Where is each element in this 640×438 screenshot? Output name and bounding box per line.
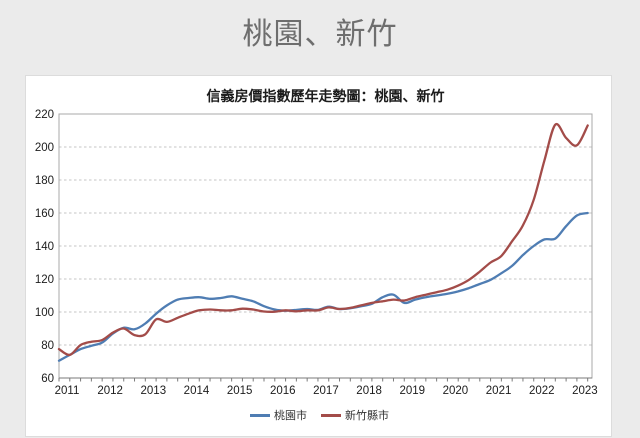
legend-item-taoyuan: 桃園市 <box>250 407 307 423</box>
y-axis-label: 60 <box>41 373 54 385</box>
hsinchu-series-line <box>57 122 589 357</box>
chart-card: 信義房價指數歷年走勢圖：桃園、新竹 60 80 100 120 140 160 180 200… <box>25 75 612 437</box>
taoyuan-line-swatch-icon <box>250 413 270 417</box>
hsinchu-line-swatch-icon <box>321 413 341 417</box>
legend-label-hsinchu: 新竹縣市 <box>345 410 389 422</box>
x-axis-label: 2021 <box>486 385 512 397</box>
x-axis-label: 2017 <box>313 385 339 397</box>
legend-item-hsinchu: 新竹縣市 <box>321 407 389 423</box>
legend-label-taoyuan: 桃園市 <box>274 410 307 422</box>
y-axis-label: 160 <box>35 208 54 220</box>
x-axis-label: 2016 <box>270 385 296 397</box>
y-axis-label: 100 <box>35 307 54 319</box>
x-axis-label: 2023 <box>572 385 598 397</box>
taoyuan-series-line <box>57 211 589 362</box>
y-axis-label: 220 <box>35 109 54 121</box>
y-axis-label: 80 <box>41 340 54 352</box>
x-axis-label: 2013 <box>141 385 167 397</box>
y-axis-label: 200 <box>35 142 54 154</box>
y-axis-label: 140 <box>35 241 54 253</box>
page-title: 桃園、新竹 <box>242 18 398 51</box>
chart-title: 信義房價指數歷年走勢圖：桃園、新竹 <box>206 90 445 105</box>
x-axis-label: 2020 <box>443 385 469 397</box>
x-axis-label: 2012 <box>97 385 123 397</box>
chart-canvas: 60 80 100 120 140 160 180 200 220 2011 2012 2013 201… <box>35 109 598 397</box>
x-axis-label: 2019 <box>399 385 425 397</box>
x-axis-label: 2018 <box>356 385 382 397</box>
x-axis-label: 2022 <box>529 385 555 397</box>
y-axis-label: 180 <box>35 175 54 187</box>
chart-legend: 桃園市 新竹縣市 <box>26 407 613 423</box>
x-axis-label: 2014 <box>184 385 210 397</box>
x-axis-label: 2011 <box>55 385 80 397</box>
y-axis-label: 120 <box>35 274 54 286</box>
x-axis-label: 2015 <box>227 385 253 397</box>
